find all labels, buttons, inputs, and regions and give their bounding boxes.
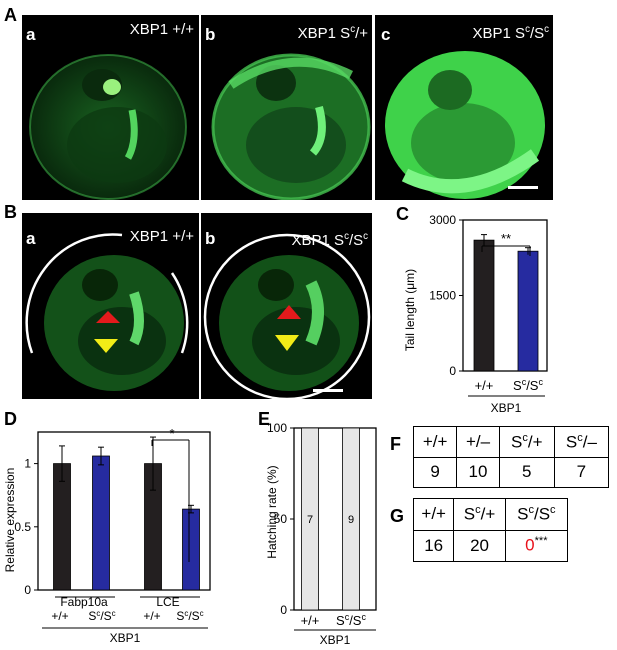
chart-d-xtick: +/+: [143, 609, 160, 623]
chart-e-group-label: XBP1: [320, 633, 351, 647]
chart-d-ytick-label: 0.5: [14, 520, 31, 534]
subpanel-label: b: [205, 229, 216, 248]
table-cell: 16: [412, 529, 455, 562]
significance-marker: ***: [534, 535, 548, 548]
genotype-label: XBP1 +/+: [129, 228, 194, 245]
chart-e-hatching-rate: Hatching rate (%) 0 50 100 7 9 +/+ Sc/Sc XB…: [265, 421, 377, 647]
table-cell: 9: [412, 456, 458, 489]
chart-e-ylabel: Hatching rate (%): [265, 465, 279, 558]
embryo-image-a-heterozygous: b XBP1 Sc/+: [201, 15, 372, 200]
scale-bar: [508, 186, 538, 189]
chart-d-ytick-label: 0: [24, 583, 31, 597]
embryo-image-a-wildtype: a XBP1 +/+: [22, 15, 199, 200]
chart-c-group-label: XBP1: [491, 401, 522, 415]
embryo-image-b-wildtype: a XBP1 +/+: [22, 213, 199, 399]
table-cell: 7: [553, 456, 610, 489]
table-header-cell: +/–: [456, 426, 500, 458]
chart-c-bar: [473, 239, 495, 372]
scale-bar: [313, 389, 343, 392]
yellow-arrowhead: [94, 339, 118, 353]
chart-e-ytick-label: 0: [280, 603, 287, 617]
chart-c-xtick: +/+: [475, 378, 494, 393]
chart-d-group-lce: LCE: [156, 595, 179, 609]
table-header-cell: Sc/–: [553, 426, 610, 458]
chart-d-group-fabp10a: Fabp10a: [60, 595, 108, 609]
chart-e-bar: [301, 427, 319, 611]
table-f-genotype-counts: +/+ +/– Sc/+ Sc/– 9 10 5 7: [412, 426, 610, 489]
subpanel-label: c: [381, 25, 391, 44]
subpanel-label: a: [26, 229, 36, 248]
panel-label-c: C: [396, 204, 409, 224]
chart-d-xtick: +/+: [51, 609, 68, 623]
subpanel-label: b: [205, 25, 216, 44]
chart-d-group-label: XBP1: [110, 631, 141, 645]
panel-label-f: F: [390, 434, 401, 454]
genotype-label: XBP1 Sc/Sc: [291, 231, 368, 249]
subpanel-label: a: [26, 25, 36, 44]
table-cell: 10: [456, 456, 500, 489]
embryo-image-b-homozygous: b XBP1 Sc/Sc: [201, 213, 372, 399]
chart-d-relative-expression: Relative expression 00.51 * Fabp10a LCE …: [3, 426, 211, 645]
genotype-label: XBP1 +/+: [129, 21, 194, 38]
chart-c-ylabel: Tail length (μm): [403, 269, 417, 351]
table-g-genotype-counts: +/+ Sc/+ Sc/Sc 16 20 0***: [412, 498, 569, 562]
highlight-zero-value: 0: [525, 536, 535, 556]
table-row: +/+ +/– Sc/+ Sc/–: [412, 426, 610, 458]
panel-label-b: B: [4, 202, 17, 222]
chart-d-bar: [182, 508, 200, 591]
chart-e-xtick: +/+: [301, 613, 320, 628]
chart-d-bar: [53, 463, 71, 591]
table-header-cell: +/+: [412, 426, 458, 458]
table-cell: 5: [498, 456, 555, 489]
chart-e-bar: [342, 427, 360, 611]
yellow-arrowhead: [275, 335, 299, 351]
chart-e-n-label: 9: [348, 514, 354, 526]
table-row: 9 10 5 7: [412, 456, 610, 489]
embryo-image-a-homozygous: c XBP1 Sc/Sc: [375, 15, 553, 200]
table-header-cell: Sc/+: [453, 498, 506, 531]
chart-d-xtick: Sc/Sc: [176, 609, 203, 623]
chart-d-significance: *: [169, 426, 174, 441]
panel-label-e: E: [258, 409, 271, 429]
chart-e-xtick: Sc/Sc: [336, 612, 366, 628]
chart-c-ytick-label: 3000: [429, 213, 456, 227]
chart-c-ytick-label: 1500: [429, 289, 456, 303]
genotype-label: XBP1 Sc/+: [297, 24, 368, 42]
table-header-cell: Sc/+: [498, 426, 555, 458]
table-row: 16 20 0***: [412, 529, 569, 562]
red-arrowhead: [277, 305, 301, 319]
chart-e-ytick-label: 50: [274, 512, 288, 526]
table-cell: 0***: [504, 529, 569, 562]
panel-label-g: G: [390, 506, 405, 526]
table-cell: 20: [453, 529, 506, 562]
chart-d-ylabel: Relative expression: [3, 468, 17, 573]
chart-d-xtick: Sc/Sc: [88, 609, 115, 623]
table-row: +/+ Sc/+ Sc/Sc: [412, 498, 569, 531]
chart-c-bar: [517, 250, 539, 372]
chart-e-ytick-label: 100: [267, 421, 287, 435]
chart-d-bar: [92, 455, 110, 591]
chart-c-ytick-label: 0: [449, 364, 456, 378]
genotype-label: XBP1 Sc/Sc: [472, 24, 549, 42]
chart-d-ytick-label: 1: [24, 457, 31, 471]
chart-c-significance: **: [501, 231, 511, 246]
table-header-cell: Sc/Sc: [504, 498, 569, 531]
red-arrowhead: [96, 311, 120, 323]
panel-label-a: A: [4, 5, 17, 25]
table-header-cell: +/+: [412, 498, 455, 531]
panel-label-d: D: [4, 409, 17, 429]
chart-e-n-label: 7: [307, 514, 313, 526]
chart-d-frame: [37, 431, 211, 591]
chart-c-xtick: Sc/Sc: [513, 377, 543, 393]
